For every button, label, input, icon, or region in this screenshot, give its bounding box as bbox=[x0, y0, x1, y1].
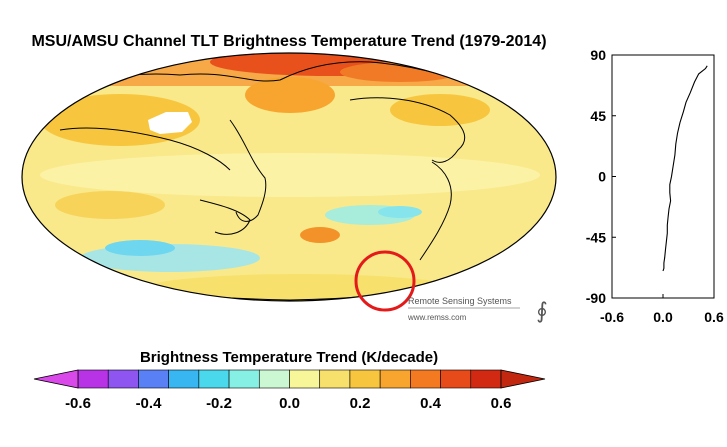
southpacific-cool bbox=[378, 206, 422, 218]
colorbar-tick-label: -0.6 bbox=[65, 395, 91, 412]
map-title: MSU/AMSU Channel TLT Brightness Temperat… bbox=[31, 33, 546, 50]
colorbar-cell bbox=[470, 369, 502, 389]
colorbar-cell bbox=[198, 369, 230, 389]
colorbar-tick-label: -0.4 bbox=[136, 395, 163, 412]
global-trend-map bbox=[21, 52, 557, 302]
colorbar-cells bbox=[77, 369, 502, 389]
colorbar-cell bbox=[228, 369, 260, 389]
zonal-y-tick-label: -90 bbox=[586, 290, 606, 306]
southern-hotspot bbox=[300, 227, 340, 243]
credit-url: www.remss.com bbox=[407, 313, 467, 322]
zonal-plot-frame bbox=[611, 54, 715, 299]
tibet-missing-data bbox=[148, 112, 192, 134]
colorbar-cell bbox=[138, 369, 169, 389]
zonal-y-tick-label: -45 bbox=[586, 229, 606, 245]
colorbar-tick-label: -0.2 bbox=[206, 395, 232, 412]
zonal-trend-line bbox=[662, 65, 708, 272]
colorbar-title: Brightness Temperature Trend (K/decade) bbox=[140, 349, 438, 366]
annotation-circle bbox=[354, 250, 416, 312]
colorbar-left-arrow bbox=[33, 369, 79, 389]
colorbar-cell bbox=[440, 369, 472, 389]
colorbar-tick-label: 0.4 bbox=[420, 395, 442, 412]
colorbar-right-arrow bbox=[500, 369, 546, 389]
zonal-y-tick-label: 45 bbox=[590, 108, 606, 124]
colorbar-cell bbox=[77, 369, 109, 389]
colorbar-tick-label: 0.6 bbox=[491, 395, 512, 412]
colorbar-cell bbox=[258, 369, 290, 389]
credit-org: Remote Sensing Systems bbox=[408, 296, 512, 306]
zonal-x-ticks: -0.6 0.0 0.6 bbox=[600, 294, 724, 325]
colorbar-tick-label: 0.2 bbox=[350, 395, 371, 412]
zonal-y-tick-label: 0 bbox=[598, 169, 606, 185]
indian-ocean-warm bbox=[55, 191, 165, 219]
antarctic-cool bbox=[105, 240, 175, 256]
zonal-y-ticks: 90 45 0 -45 -90 bbox=[586, 47, 616, 306]
zonal-x-tick-label: 0.6 bbox=[704, 309, 724, 325]
zonal-x-tick-label: -0.6 bbox=[600, 309, 624, 325]
colorbar-cell bbox=[410, 369, 441, 389]
tropics-light bbox=[40, 153, 540, 197]
credit-logo: ∮ bbox=[536, 298, 547, 323]
zonal-x-tick-label: 0.0 bbox=[653, 309, 673, 325]
europe-warm bbox=[245, 77, 335, 113]
colorbar-cell bbox=[107, 369, 139, 389]
map-border bbox=[21, 52, 557, 302]
zonal-y-tick-label: 90 bbox=[590, 47, 606, 63]
siberia-hotspot bbox=[340, 62, 460, 82]
colorbar-cell bbox=[289, 369, 321, 389]
colorbar-cell bbox=[349, 369, 381, 389]
zonal-mean-panel: 90 45 0 -45 -90 -0.6 0.0 0.6 bbox=[586, 47, 724, 325]
colorbar-ticks: -0.6 -0.4 -0.2 0.0 0.2 0.4 0.6 bbox=[65, 395, 511, 412]
colorbar-cell bbox=[319, 369, 351, 389]
colorbar-tick-label: 0.0 bbox=[279, 395, 300, 412]
colorbar: Brightness Temperature Trend (K/decade) … bbox=[33, 349, 546, 412]
colorbar-cell bbox=[379, 369, 411, 389]
colorbar-cell bbox=[168, 369, 200, 389]
